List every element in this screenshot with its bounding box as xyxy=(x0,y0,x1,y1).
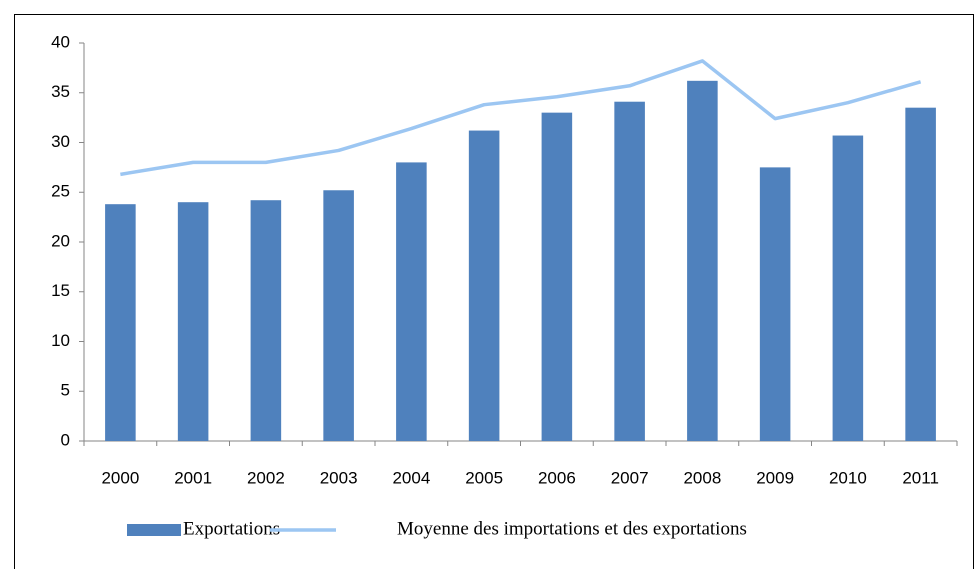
bar xyxy=(541,112,573,442)
y-tick-label: 15 xyxy=(51,281,70,300)
legend-label: Exportations xyxy=(183,518,280,539)
y-tick-label: 25 xyxy=(51,182,70,201)
bar xyxy=(105,204,136,441)
line xyxy=(120,59,922,177)
y-tick-label: 20 xyxy=(51,231,70,250)
legend-swatch xyxy=(127,524,181,536)
bar xyxy=(905,107,936,442)
bar xyxy=(468,130,500,441)
x-tick-label: 2007 xyxy=(611,468,649,487)
x-tick-label: 2010 xyxy=(829,468,867,487)
y-tick-label: 30 xyxy=(51,132,70,151)
x-tick-label: 2008 xyxy=(683,468,721,487)
x-tick-label: 2002 xyxy=(247,468,285,487)
bar xyxy=(323,190,354,441)
x-tick-label: 2003 xyxy=(320,468,358,487)
bar xyxy=(177,202,209,441)
x-tick-label: 2011 xyxy=(902,468,939,487)
bar xyxy=(396,162,427,441)
x-tick-label: 2005 xyxy=(465,468,503,487)
x-tick-label: 2000 xyxy=(101,468,139,487)
bar xyxy=(687,80,718,441)
legend-label: Moyenne des importations et des exportat… xyxy=(397,518,747,539)
x-tick-label: 2006 xyxy=(538,468,576,487)
x-tick-label: 2004 xyxy=(392,468,430,487)
y-tick-label: 35 xyxy=(51,82,70,101)
x-tick-label: 2009 xyxy=(756,468,794,487)
bar xyxy=(250,200,282,441)
bar xyxy=(614,101,645,441)
y-tick-label: 10 xyxy=(51,331,70,350)
y-tick-label: 40 xyxy=(51,32,70,51)
bar xyxy=(832,135,864,441)
y-tick-label: 5 xyxy=(61,381,70,400)
chart-frame xyxy=(14,14,974,569)
y-tick-label: 0 xyxy=(61,430,70,449)
bar xyxy=(759,167,791,441)
x-tick-label: 2001 xyxy=(174,468,212,487)
